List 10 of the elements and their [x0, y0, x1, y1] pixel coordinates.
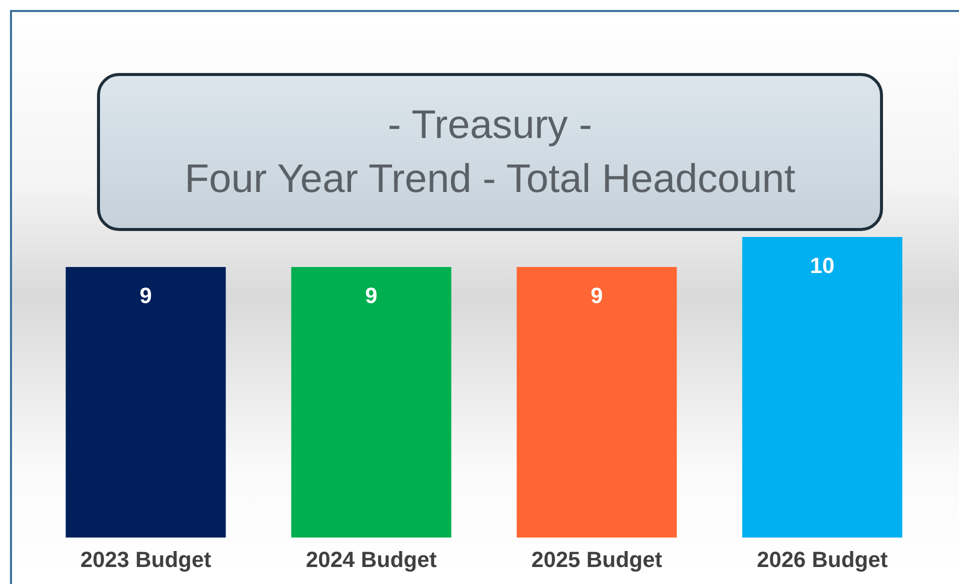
chart-title: - Treasury -: [388, 102, 592, 149]
x-tick-label: 2025 Budget: [531, 546, 663, 572]
data-label: 9: [590, 283, 603, 308]
x-tick-label: 2023 Budget: [80, 546, 212, 572]
data-label: 9: [365, 283, 378, 308]
x-tick-label: 2026 Budget: [756, 546, 888, 572]
x-tick-label: 2024 Budget: [306, 546, 438, 572]
chart-subtitle: Four Year Trend - Total Headcount: [184, 156, 796, 203]
data-label: 10: [810, 253, 834, 278]
data-label: 9: [140, 283, 152, 308]
